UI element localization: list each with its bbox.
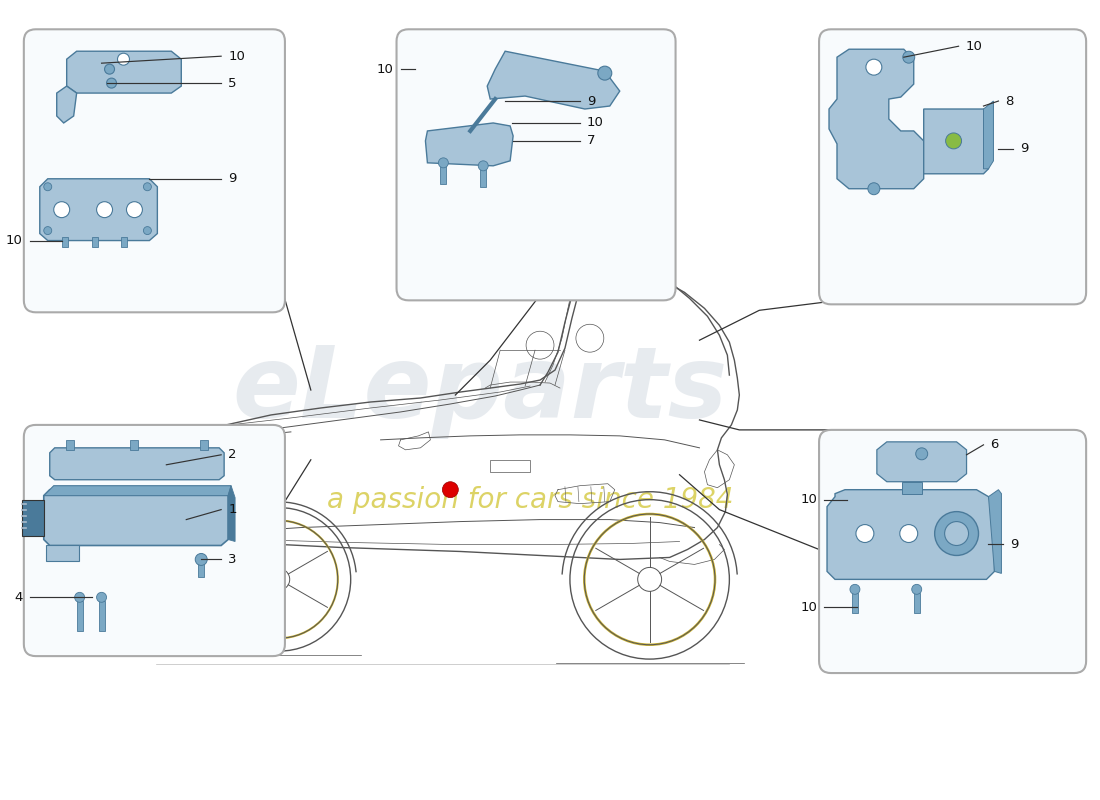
Circle shape [597, 66, 612, 80]
Text: 4: 4 [14, 591, 23, 604]
Text: 10: 10 [228, 50, 245, 62]
Bar [198, 559, 205, 578]
FancyBboxPatch shape [396, 30, 675, 300]
Circle shape [44, 182, 52, 190]
Circle shape [903, 51, 915, 63]
Text: 9: 9 [1011, 538, 1019, 551]
Circle shape [118, 54, 130, 65]
Text: 1: 1 [228, 503, 236, 516]
Polygon shape [40, 178, 157, 241]
Bar [66, 440, 74, 450]
Circle shape [97, 202, 112, 218]
Polygon shape [829, 50, 924, 189]
Polygon shape [827, 490, 994, 579]
Circle shape [442, 482, 459, 498]
Text: 10: 10 [376, 62, 394, 76]
Text: eLeparts: eLeparts [232, 342, 728, 438]
Polygon shape [902, 482, 922, 494]
Circle shape [945, 522, 968, 546]
Text: 8: 8 [1005, 94, 1014, 107]
Bar [62, 237, 68, 246]
FancyBboxPatch shape [24, 425, 285, 656]
Text: 10: 10 [800, 601, 817, 614]
Polygon shape [426, 123, 513, 166]
Circle shape [900, 525, 917, 542]
Polygon shape [50, 448, 224, 480]
Text: 10: 10 [6, 234, 23, 247]
Circle shape [126, 202, 142, 218]
Polygon shape [46, 546, 78, 562]
FancyBboxPatch shape [820, 430, 1086, 673]
Circle shape [866, 59, 882, 75]
Circle shape [54, 202, 69, 218]
Circle shape [935, 512, 979, 555]
Text: 2: 2 [228, 448, 236, 462]
Circle shape [143, 182, 152, 190]
Circle shape [915, 448, 927, 460]
Circle shape [439, 158, 449, 168]
Polygon shape [67, 51, 182, 93]
Circle shape [44, 226, 52, 234]
Bar [121, 237, 128, 246]
Polygon shape [228, 486, 235, 542]
Polygon shape [877, 442, 967, 482]
Text: 5: 5 [228, 77, 236, 90]
Circle shape [478, 161, 488, 170]
Circle shape [97, 592, 107, 602]
Bar [91, 237, 98, 246]
Circle shape [856, 525, 873, 542]
Text: a passion for cars since 1984: a passion for cars since 1984 [327, 486, 734, 514]
Bar [99, 602, 104, 631]
Bar [491, 460, 530, 472]
Text: 9: 9 [228, 172, 236, 186]
Text: 9: 9 [1021, 142, 1028, 155]
Circle shape [195, 554, 207, 566]
Bar [481, 169, 486, 186]
Circle shape [912, 584, 922, 594]
Bar [914, 594, 920, 614]
FancyBboxPatch shape [24, 30, 285, 312]
Polygon shape [924, 109, 989, 174]
Polygon shape [22, 500, 44, 535]
Text: 6: 6 [990, 438, 999, 451]
Polygon shape [989, 490, 1001, 574]
Polygon shape [487, 51, 619, 109]
Text: 10: 10 [587, 117, 604, 130]
Circle shape [75, 592, 85, 602]
Text: 7: 7 [587, 134, 595, 147]
Polygon shape [983, 101, 993, 169]
Text: 10: 10 [966, 40, 982, 53]
Circle shape [143, 226, 152, 234]
Circle shape [850, 584, 860, 594]
Circle shape [868, 182, 880, 194]
Bar [131, 440, 139, 450]
Bar [200, 440, 208, 450]
Circle shape [946, 133, 961, 149]
FancyBboxPatch shape [820, 30, 1086, 304]
Text: 10: 10 [800, 493, 817, 506]
Bar [77, 602, 82, 631]
Text: 3: 3 [228, 553, 236, 566]
Polygon shape [57, 86, 77, 123]
Bar [851, 594, 858, 614]
Circle shape [104, 64, 114, 74]
Polygon shape [44, 486, 231, 496]
Bar [440, 166, 447, 184]
Text: 9: 9 [587, 94, 595, 107]
Polygon shape [44, 490, 228, 546]
Circle shape [107, 78, 117, 88]
